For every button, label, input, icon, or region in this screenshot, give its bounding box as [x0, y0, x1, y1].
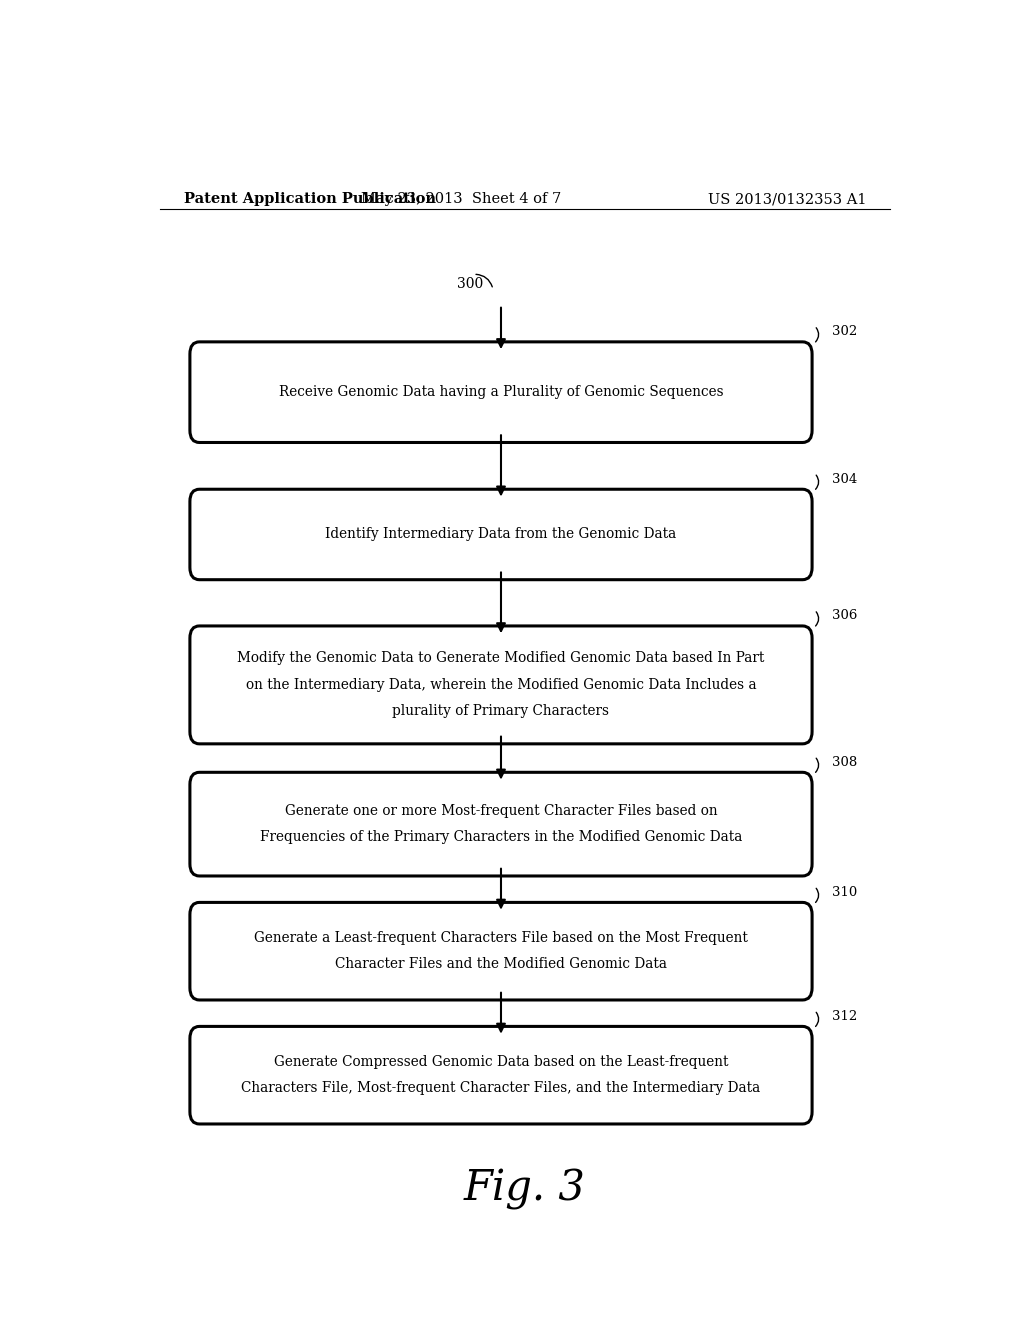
Text: 310: 310 — [831, 886, 857, 899]
Text: 300: 300 — [458, 277, 483, 292]
Text: 312: 312 — [831, 1010, 857, 1023]
Text: 306: 306 — [831, 610, 857, 622]
Text: Generate one or more Most-frequent Character Files based on: Generate one or more Most-frequent Chara… — [285, 804, 717, 818]
Text: on the Intermediary Data, wherein the Modified Genomic Data Includes a: on the Intermediary Data, wherein the Mo… — [246, 678, 757, 692]
Text: 302: 302 — [831, 325, 857, 338]
FancyBboxPatch shape — [189, 490, 812, 579]
Text: May 23, 2013  Sheet 4 of 7: May 23, 2013 Sheet 4 of 7 — [361, 191, 561, 206]
FancyBboxPatch shape — [189, 342, 812, 442]
Text: 308: 308 — [831, 755, 857, 768]
Text: 304: 304 — [831, 473, 857, 486]
Text: Generate a Least-frequent Characters File based on the Most Frequent: Generate a Least-frequent Characters Fil… — [254, 931, 748, 945]
Text: US 2013/0132353 A1: US 2013/0132353 A1 — [708, 191, 866, 206]
Text: Generate Compressed Genomic Data based on the Least-frequent: Generate Compressed Genomic Data based o… — [273, 1055, 728, 1069]
Text: Fig. 3: Fig. 3 — [464, 1168, 586, 1209]
Text: Characters File, Most-frequent Character Files, and the Intermediary Data: Characters File, Most-frequent Character… — [242, 1081, 761, 1096]
Text: Receive Genomic Data having a Plurality of Genomic Sequences: Receive Genomic Data having a Plurality … — [279, 385, 723, 399]
FancyBboxPatch shape — [189, 626, 812, 744]
Text: plurality of Primary Characters: plurality of Primary Characters — [392, 705, 609, 718]
Text: Patent Application Publication: Patent Application Publication — [183, 191, 435, 206]
Text: Character Files and the Modified Genomic Data: Character Files and the Modified Genomic… — [335, 957, 667, 972]
FancyBboxPatch shape — [189, 903, 812, 1001]
FancyBboxPatch shape — [189, 1027, 812, 1125]
Text: Identify Intermediary Data from the Genomic Data: Identify Intermediary Data from the Geno… — [326, 528, 677, 541]
Text: Modify the Genomic Data to Generate Modified Genomic Data based In Part: Modify the Genomic Data to Generate Modi… — [238, 652, 765, 665]
FancyBboxPatch shape — [189, 772, 812, 876]
Text: Frequencies of the Primary Characters in the Modified Genomic Data: Frequencies of the Primary Characters in… — [260, 830, 742, 845]
